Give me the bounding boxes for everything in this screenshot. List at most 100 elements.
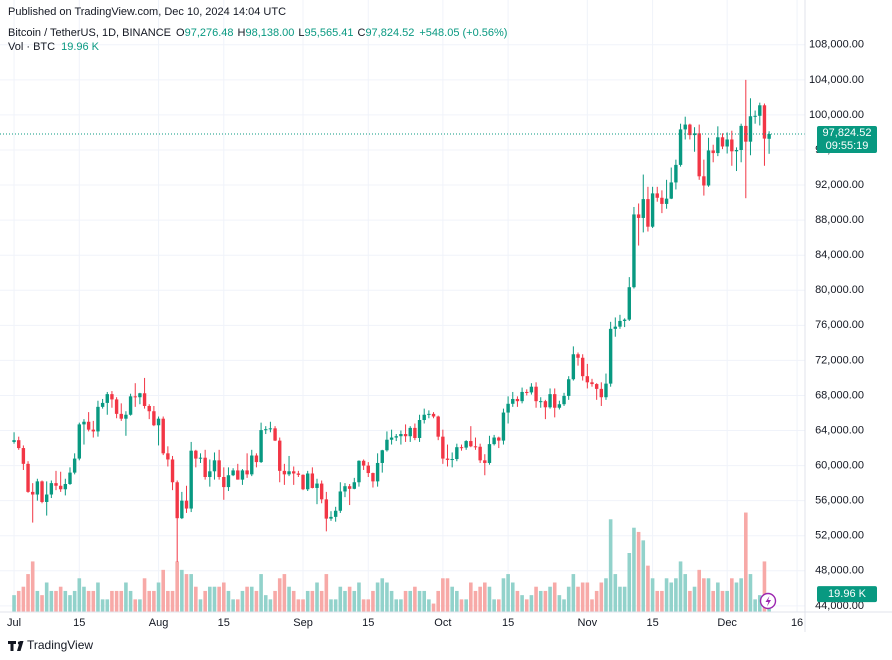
candle-body [371, 473, 375, 482]
candle-body [511, 398, 515, 404]
volume-bar [170, 590, 175, 612]
volume-bar [524, 599, 529, 612]
volume-bar [26, 574, 30, 612]
candle-body [655, 193, 659, 198]
y-tick-label: 72,000.00 [815, 354, 864, 366]
candle-body [641, 199, 645, 218]
volume-bar [604, 578, 608, 612]
volume-bar [156, 582, 161, 612]
candle-body [413, 427, 417, 438]
candle-body [706, 150, 711, 186]
candle-body [63, 484, 68, 490]
candle-body [105, 394, 109, 403]
volume-bar [142, 578, 147, 612]
volume-bar [254, 590, 259, 612]
volume-bar [725, 590, 729, 612]
candle-body [292, 471, 296, 474]
volume-bar [166, 590, 170, 612]
volume-bar [333, 599, 338, 612]
candle-body [678, 129, 683, 165]
volume-bar [585, 582, 590, 612]
volume-bar [683, 574, 688, 612]
volume-bar [301, 599, 305, 612]
volume-bar [291, 590, 296, 612]
y-tick-label: 92,000.00 [815, 179, 864, 191]
volume-bar [473, 590, 478, 612]
volume-bar [408, 590, 413, 612]
candle-body [240, 470, 245, 480]
volume-bar [692, 586, 697, 612]
candle-body [683, 124, 687, 130]
volume-bar [762, 561, 767, 612]
volume-bar [455, 590, 459, 612]
candle-body [646, 199, 650, 227]
volume-bar [557, 595, 562, 612]
candle-body [525, 391, 529, 393]
candle-body [399, 434, 403, 437]
candle-body [189, 450, 193, 509]
volume-bar [534, 586, 538, 612]
volume-bar [422, 590, 427, 612]
volume-bar [96, 582, 100, 612]
y-tick-label: 56,000.00 [815, 495, 864, 507]
volume-bar [82, 586, 86, 612]
volume-bar [576, 586, 580, 612]
volume-bar [273, 590, 277, 612]
candle-body [287, 471, 291, 475]
candle-body [156, 418, 161, 426]
x-tick-label: 15 [502, 617, 514, 629]
candle-body [753, 115, 757, 117]
volume-bar [496, 599, 501, 612]
candle-body [622, 319, 627, 321]
volume-bar [114, 590, 119, 612]
volume-bar [566, 586, 571, 612]
volume-title: Vol · BTC [8, 41, 55, 53]
volume-bar [268, 599, 273, 612]
candle-body [711, 150, 715, 154]
candle-body [436, 416, 440, 437]
volume-bar [263, 595, 268, 612]
volume-bar [627, 553, 632, 612]
candle-body [338, 491, 343, 511]
volume-bar [730, 578, 734, 612]
lightning-icon[interactable] [759, 592, 777, 610]
volume-bar [287, 586, 291, 612]
x-tick-label: 15 [646, 617, 658, 629]
ohlc-value: 95,565.41 [305, 27, 354, 39]
volume-bar [711, 590, 715, 612]
volume-bar [30, 561, 35, 612]
candle-body [170, 459, 175, 483]
candle-body [31, 491, 35, 495]
candle-body [357, 460, 361, 483]
volume-bar [716, 582, 720, 612]
candle-body [548, 394, 552, 408]
y-tick-label: 64,000.00 [815, 424, 864, 436]
candle-body [748, 116, 753, 142]
volume-bar [226, 590, 231, 612]
candle-body [450, 459, 454, 461]
volume-bar [515, 590, 520, 612]
last-price-label: 97,824.52 [823, 127, 872, 139]
volume-bar [12, 595, 16, 612]
change: +548.05 (+0.56%) [419, 27, 507, 39]
volume-bar [105, 599, 110, 612]
volume-bar [161, 569, 166, 612]
volume-bar [380, 578, 385, 612]
candle-body [194, 450, 198, 459]
candle-body [68, 472, 72, 485]
candle-body [236, 470, 240, 480]
candle-body [515, 398, 520, 402]
y-tick-label: 44,000.00 [815, 600, 864, 612]
ohlc-value: 97,824.52 [365, 27, 414, 39]
volume-bar [329, 599, 333, 612]
volume-bar [394, 599, 399, 612]
volume-bar [249, 586, 254, 612]
volume-bar [189, 574, 193, 612]
grid [0, 0, 805, 612]
candle-body [613, 326, 618, 329]
volume-bar [86, 590, 91, 612]
candle-body [473, 446, 478, 448]
candle-body [361, 460, 366, 466]
candle-body [455, 447, 459, 460]
candle-body [226, 475, 231, 488]
